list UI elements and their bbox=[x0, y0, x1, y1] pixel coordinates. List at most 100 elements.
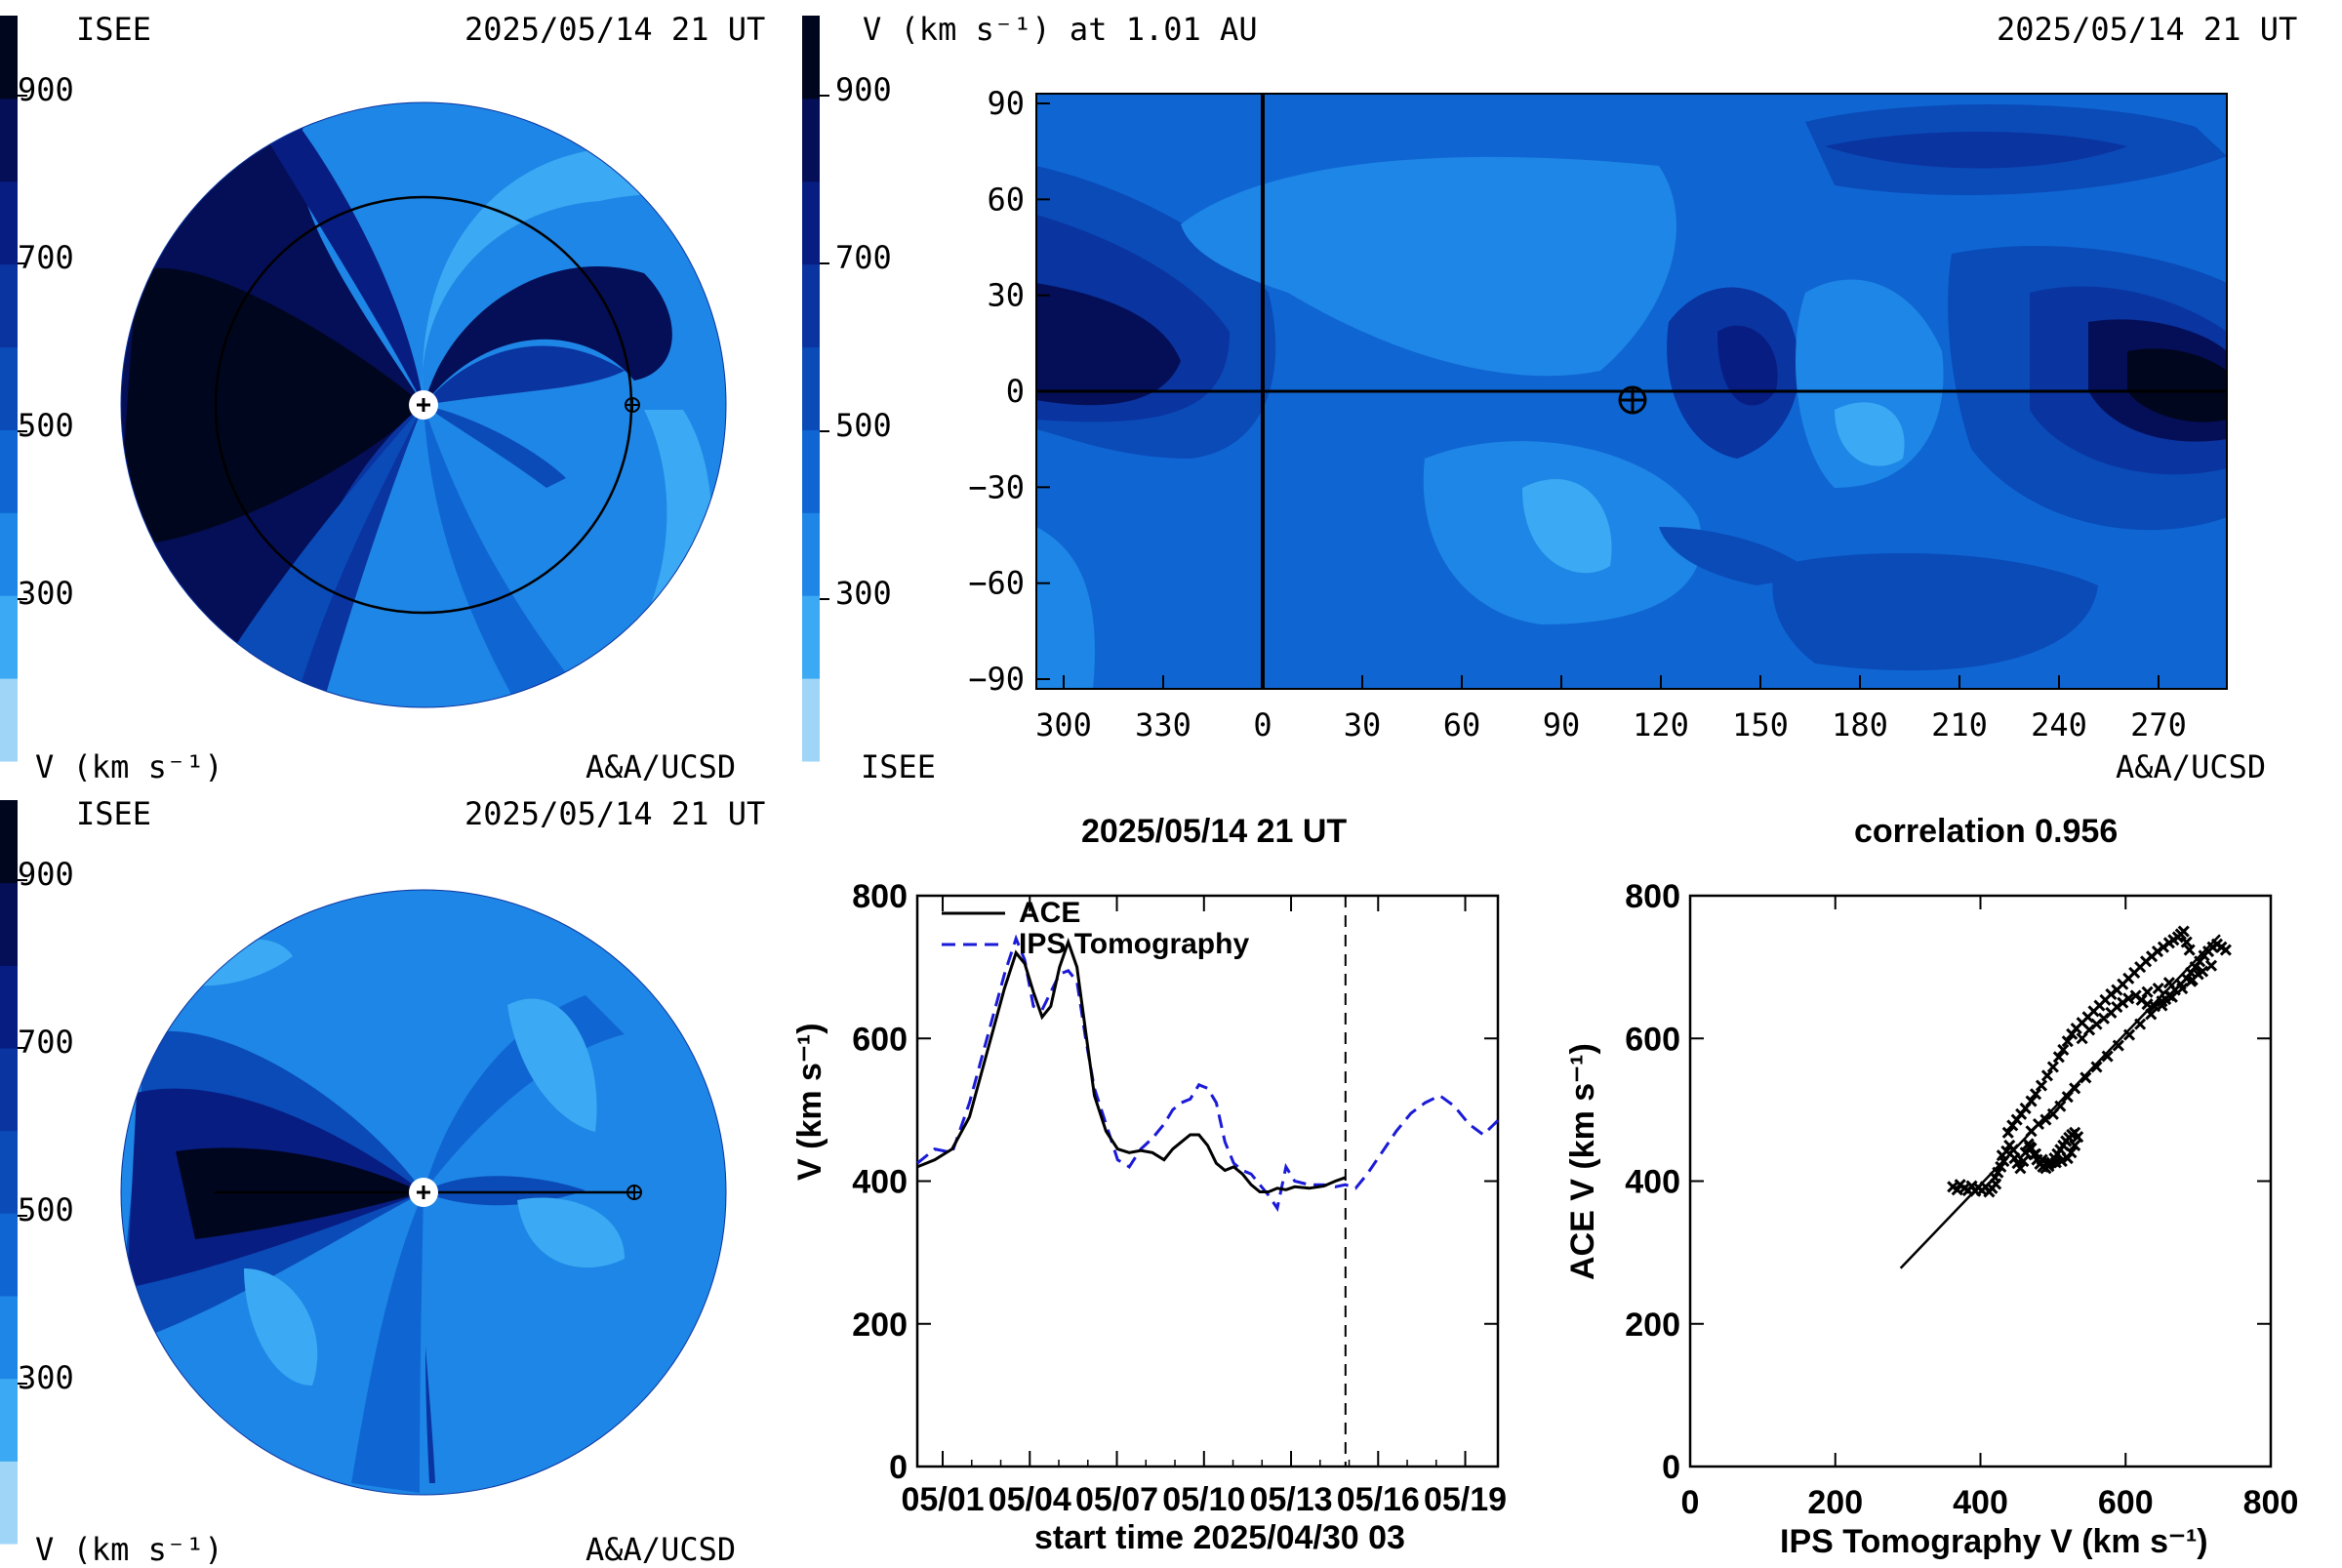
scatter-point bbox=[2122, 992, 2135, 1005]
scatter-point bbox=[2183, 944, 2196, 956]
map-y-tick-label: 30 bbox=[987, 277, 1025, 314]
scatter-point bbox=[2001, 1126, 2014, 1139]
colorbar-segment bbox=[0, 263, 18, 348]
colorbar-segment bbox=[0, 181, 18, 265]
map-x-tick-label: 30 bbox=[1344, 706, 1382, 744]
map-x-tick-label: 270 bbox=[2130, 706, 2187, 744]
colorbar-segment bbox=[802, 678, 820, 762]
x-tick-label: 05/16 bbox=[1337, 1481, 1420, 1518]
y-tick-label: 200 bbox=[852, 1307, 908, 1344]
credit-label: A&A/UCSD bbox=[586, 1531, 737, 1568]
scatter-point bbox=[2043, 1157, 2056, 1170]
scatter-point bbox=[2101, 1050, 2114, 1063]
scatter-point bbox=[2162, 977, 2175, 989]
regression-line bbox=[1899, 934, 2221, 1269]
scatter-point bbox=[2061, 1152, 2074, 1165]
colorbar-tick: 700 bbox=[835, 239, 892, 276]
x-tick-label: 05/04 bbox=[989, 1481, 1071, 1518]
scatter-point bbox=[2165, 990, 2178, 1003]
colorbar-segment bbox=[0, 1461, 18, 1545]
colorbar-segment bbox=[0, 1130, 18, 1214]
colorbar-segment bbox=[0, 1296, 18, 1380]
scatter-point bbox=[2069, 1082, 2081, 1095]
colorbar-segment bbox=[0, 965, 18, 1049]
scatter-point bbox=[2090, 1061, 2103, 1073]
colorbar-segment bbox=[0, 512, 18, 596]
colorbar-label: V (km s⁻¹) bbox=[35, 748, 223, 785]
scatter-point bbox=[2032, 1117, 2045, 1131]
scatter-point bbox=[2061, 1035, 2074, 1048]
colorbar-segment bbox=[0, 16, 18, 100]
scatter-point bbox=[2054, 1100, 2067, 1112]
colorbar-segment bbox=[802, 263, 820, 348]
panel-datetime: 2025/05/14 21 UT bbox=[1997, 11, 2298, 48]
series-ips-tomography bbox=[916, 934, 1500, 1213]
scatter-point bbox=[2177, 925, 2190, 938]
scatter-point bbox=[2219, 944, 2232, 956]
scatter-point bbox=[2122, 1028, 2136, 1041]
colorbar-segment bbox=[0, 98, 18, 182]
colorbar-tick: 500 bbox=[18, 1191, 74, 1228]
map-x-tick-label: 330 bbox=[1135, 706, 1191, 744]
y-tick-label: 600 bbox=[852, 1021, 908, 1058]
source-label: ISEE bbox=[76, 11, 152, 48]
map-x-tick-label: 240 bbox=[2031, 706, 2087, 744]
map-y-tick-label: 60 bbox=[987, 181, 1025, 218]
colorbar-segment bbox=[802, 429, 820, 513]
y-tick-label: 800 bbox=[1625, 878, 1680, 915]
colorbar-segment bbox=[802, 16, 820, 100]
series-ace bbox=[916, 937, 1347, 1193]
y-tick-label: 0 bbox=[1662, 1449, 1680, 1486]
scatter-point bbox=[2017, 1154, 2030, 1168]
scatter-point bbox=[2160, 992, 2172, 1006]
colorbar-segment bbox=[0, 1378, 18, 1462]
y-tick-label: 600 bbox=[1625, 1021, 1680, 1058]
scatter-point bbox=[2024, 1141, 2037, 1153]
scatter-point bbox=[1995, 1160, 2007, 1173]
map-x-tick-label: 210 bbox=[1931, 706, 1988, 744]
correlation-scatter-chart: 0 200 400 600 800 0 200 400 600 800 bbox=[1625, 878, 2298, 1521]
y-axis-label: V (km s⁻¹) bbox=[791, 1023, 828, 1181]
chart-title: 2025/05/14 21 UT bbox=[1081, 813, 1348, 850]
map-x-tick-label: 300 bbox=[1035, 706, 1092, 744]
scatter-point bbox=[2156, 999, 2168, 1012]
colorbar-segment bbox=[802, 181, 820, 265]
scatter-point bbox=[2112, 1039, 2124, 1052]
x-tick-label: 05/10 bbox=[1162, 1481, 1245, 1518]
map-y-tick-label: −90 bbox=[968, 661, 1025, 698]
scatter-point bbox=[2057, 1043, 2070, 1057]
map-x-tick-label: 0 bbox=[1253, 706, 1272, 744]
legend-label-ace: ACE bbox=[1019, 897, 1081, 929]
colorbar-segment bbox=[0, 346, 18, 430]
x-tick-label: 800 bbox=[2243, 1484, 2299, 1521]
map-y-tick-label: 0 bbox=[1006, 373, 1025, 410]
map-x-tick-label: 180 bbox=[1832, 706, 1888, 744]
scatter-point bbox=[2134, 1018, 2147, 1030]
sun-symbol-icon bbox=[409, 390, 438, 420]
scatter-point bbox=[2180, 936, 2193, 948]
colorbar-tick: 300 bbox=[835, 575, 892, 612]
colorbar-segment bbox=[0, 1048, 18, 1132]
colorbar-segment bbox=[802, 512, 820, 596]
scatter-point bbox=[2141, 985, 2154, 998]
scatter-point bbox=[2065, 1146, 2078, 1159]
colorbar-tick: 500 bbox=[18, 407, 74, 444]
y-axis-label: ACE V (km s⁻¹) bbox=[1564, 1043, 1601, 1280]
earth-symbol-icon bbox=[626, 1185, 642, 1200]
scatter-point bbox=[2080, 1071, 2092, 1084]
colorbar-segment bbox=[0, 1213, 18, 1297]
scatter-point bbox=[1992, 1166, 2004, 1179]
x-tick-label: 05/01 bbox=[901, 1481, 984, 1518]
colorbar-tick: 900 bbox=[18, 71, 74, 108]
map-title: V (km s⁻¹) at 1.01 AU bbox=[863, 11, 1258, 48]
map-x-tick-label: 90 bbox=[1543, 706, 1581, 744]
scatter-point bbox=[2204, 959, 2218, 972]
earth-symbol-icon bbox=[1618, 385, 1647, 415]
colorbar-top-right bbox=[802, 16, 829, 762]
scatter-point bbox=[2046, 1061, 2059, 1073]
chart-legend bbox=[942, 911, 1005, 946]
y-tick-label: 400 bbox=[852, 1164, 908, 1201]
colorbar-segment bbox=[802, 98, 820, 182]
